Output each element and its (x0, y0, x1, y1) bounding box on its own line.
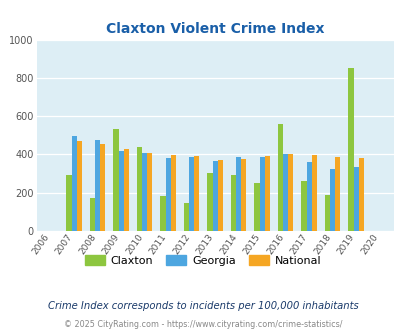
Bar (358, 158, 363, 231)
Title: Claxton Violent Crime Index: Claxton Violent Crime Index (106, 22, 324, 36)
Bar (142, 153, 147, 231)
Bar (230, 175, 236, 231)
Bar (95, 140, 100, 231)
Bar (124, 149, 129, 231)
Bar (277, 124, 282, 231)
Bar (183, 203, 189, 231)
Bar (165, 158, 171, 231)
Bar (282, 154, 288, 231)
Bar (136, 147, 142, 231)
Bar (113, 129, 118, 231)
Bar (306, 162, 311, 231)
Bar (329, 169, 335, 231)
Bar (311, 155, 316, 231)
Text: © 2025 CityRating.com - https://www.cityrating.com/crime-statistics/: © 2025 CityRating.com - https://www.city… (64, 320, 341, 329)
Bar (90, 197, 95, 231)
Bar (324, 195, 329, 231)
Bar (118, 150, 124, 231)
Bar (207, 173, 212, 231)
Bar (264, 156, 269, 231)
Bar (288, 154, 293, 231)
Bar (353, 167, 358, 231)
Bar (189, 157, 194, 231)
Legend: Claxton, Georgia, National: Claxton, Georgia, National (80, 250, 325, 270)
Bar (66, 176, 71, 231)
Bar (347, 68, 353, 231)
Bar (100, 144, 105, 231)
Bar (71, 136, 77, 231)
Bar (212, 161, 217, 231)
Bar (217, 160, 222, 231)
Bar (335, 157, 340, 231)
Bar (236, 157, 241, 231)
Bar (160, 196, 165, 231)
Bar (77, 141, 82, 231)
Bar (259, 157, 264, 231)
Bar (241, 159, 246, 231)
Text: Crime Index corresponds to incidents per 100,000 inhabitants: Crime Index corresponds to incidents per… (47, 301, 358, 311)
Bar (171, 155, 175, 231)
Bar (254, 183, 259, 231)
Bar (147, 153, 152, 231)
Bar (194, 156, 199, 231)
Bar (301, 181, 306, 231)
